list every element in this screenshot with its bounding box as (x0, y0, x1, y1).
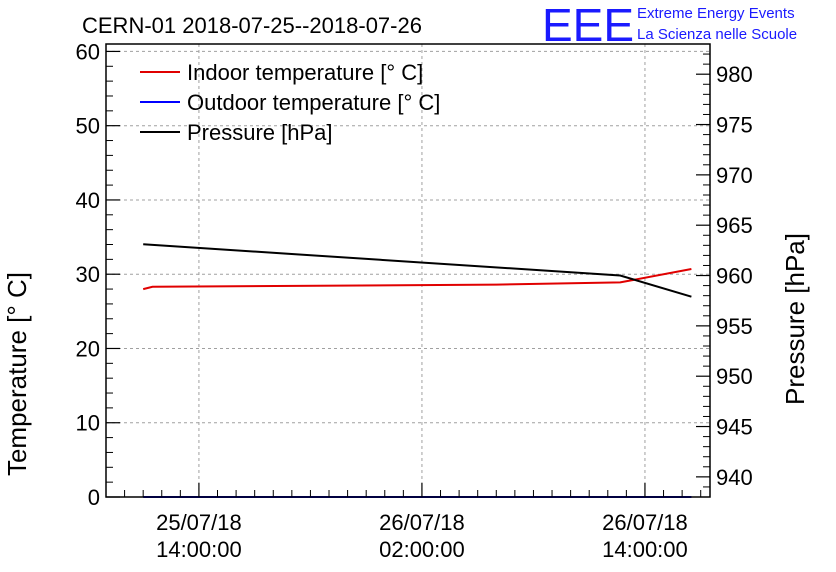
series-line-1 (142, 268, 692, 291)
x-tick-label-time: 14:00:00 (156, 537, 242, 562)
right-axis-label: Pressure [hPa] (780, 233, 810, 405)
chart-title: CERN-01 2018-07-25--2018-07-26 (82, 13, 422, 38)
left-tick-label: 60 (76, 39, 100, 64)
left-axis-label: Temperature [° C] (2, 272, 32, 476)
x-tick-label-date: 26/07/18 (602, 510, 688, 535)
series-line-3 (143, 243, 692, 298)
right-tick-label: 970 (716, 163, 753, 188)
left-tick-label: 20 (76, 336, 100, 361)
grid (106, 44, 710, 497)
left-tick-label: 50 (76, 114, 100, 139)
plot-frame (105, 43, 711, 498)
x-tick-label-date: 25/07/18 (156, 510, 242, 535)
right-tick-label: 975 (716, 113, 753, 138)
x-tick-label-date: 26/07/18 (379, 510, 465, 535)
left-tick-label: 30 (76, 262, 100, 287)
right-tick-label: 965 (716, 213, 753, 238)
right-tick-label: 960 (716, 264, 753, 289)
left-axis: 0 10 20 30 40 50 60 (76, 39, 120, 510)
plot-series (142, 243, 692, 498)
legend-label: Pressure [hPa] (187, 120, 333, 145)
x-tick-label-time: 02:00:00 (379, 537, 465, 562)
right-tick-label: 945 (716, 415, 753, 440)
left-tick-label: 10 (76, 411, 100, 436)
legend: Indoor temperature [° C] Outdoor temperat… (140, 60, 440, 145)
x-tick-label-time: 14:00:00 (602, 537, 688, 562)
right-tick-label: 950 (716, 364, 753, 389)
logo-line-1: Extreme Energy Events (637, 5, 795, 22)
eee-logo: EEE Extreme Energy Events La Scienza nel… (542, 0, 797, 51)
left-tick-label: 0 (88, 485, 100, 510)
left-tick-label: 40 (76, 188, 100, 213)
right-tick-label: 980 (716, 62, 753, 87)
right-tick-label: 940 (716, 465, 753, 490)
legend-label: Outdoor temperature [° C] (187, 90, 440, 115)
logo-line-2: La Scienza nelle Scuole (637, 26, 797, 43)
x-axis: 25/07/1814:00:0026/07/1802:00:0026/07/18… (105, 483, 702, 562)
logo-mark: EEE (542, 0, 634, 51)
legend-label: Indoor temperature [° C] (187, 60, 423, 85)
right-tick-label: 955 (716, 314, 753, 339)
right-axis: 940 945 950 955 960 965 970 975 980 (696, 43, 753, 498)
